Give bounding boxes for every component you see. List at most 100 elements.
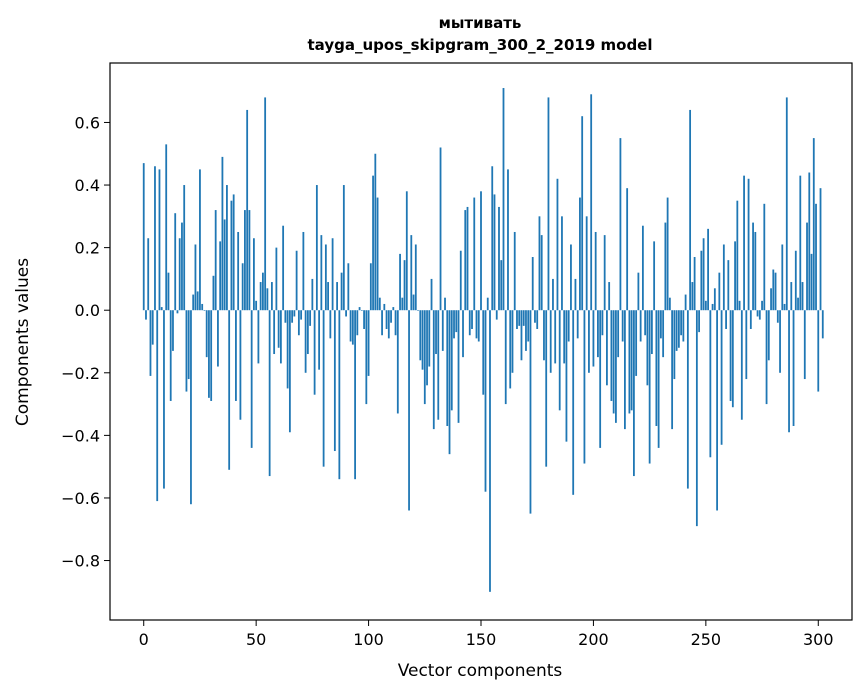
bar — [322, 310, 325, 467]
bar — [621, 310, 624, 342]
bar — [255, 300, 258, 311]
bar — [734, 241, 736, 311]
bar — [615, 310, 617, 423]
bar — [293, 310, 296, 317]
bar — [819, 188, 822, 311]
bar — [253, 238, 255, 311]
bar — [399, 253, 401, 311]
bar — [446, 310, 449, 426]
bar — [572, 310, 575, 495]
bar — [421, 310, 424, 370]
bar — [722, 244, 725, 311]
bar — [457, 310, 460, 423]
bar — [554, 310, 557, 364]
bar — [270, 282, 273, 311]
bar — [324, 244, 327, 311]
y-axis-label: Components values — [13, 258, 33, 426]
bar — [315, 185, 318, 311]
bar — [430, 278, 433, 311]
bar — [718, 272, 721, 311]
chart-title: мытивать — [439, 14, 522, 32]
bar — [691, 282, 694, 311]
bar — [689, 109, 692, 311]
bar — [765, 310, 768, 405]
bar — [531, 257, 534, 311]
bar — [486, 297, 489, 311]
bar — [511, 310, 514, 373]
bar — [403, 260, 406, 311]
y-tick-label: −0.6 — [61, 489, 100, 508]
bar — [475, 310, 478, 339]
bar — [356, 310, 359, 336]
bar — [268, 310, 271, 477]
bar — [349, 310, 352, 342]
bar — [187, 310, 190, 380]
bar — [214, 210, 217, 311]
x-axis-ticks: 0 50 100 150 200 250 300 — [139, 620, 834, 649]
bar — [464, 210, 467, 311]
bar — [392, 307, 395, 311]
bar — [738, 300, 741, 311]
bar — [682, 310, 685, 342]
bar — [729, 310, 732, 401]
bar — [495, 310, 498, 320]
bar — [720, 310, 723, 445]
bar — [794, 250, 797, 311]
plot-frame — [109, 62, 853, 621]
bar — [536, 310, 539, 329]
bar — [797, 297, 799, 311]
bar — [408, 310, 410, 511]
bar — [230, 200, 233, 311]
x-tick-label: 200 — [578, 630, 609, 649]
bar — [619, 138, 622, 311]
bar — [630, 310, 633, 411]
bar — [565, 310, 568, 442]
bar — [347, 263, 350, 311]
bar — [329, 310, 332, 339]
bar — [677, 310, 680, 348]
bar — [700, 250, 703, 311]
bar — [428, 310, 431, 367]
bar — [217, 310, 219, 367]
bar — [561, 216, 563, 311]
bar — [282, 225, 285, 311]
bar — [480, 191, 482, 311]
bar — [441, 310, 444, 351]
bar — [363, 310, 365, 329]
bar — [306, 310, 309, 355]
bar — [641, 225, 644, 311]
bar — [477, 310, 480, 342]
x-tick-label: 300 — [803, 630, 834, 649]
bar — [716, 310, 718, 511]
bar — [165, 144, 168, 311]
bar — [772, 269, 775, 311]
bar — [599, 310, 602, 448]
bar — [466, 206, 469, 311]
x-axis-label: Vector components — [398, 661, 563, 681]
bar — [597, 310, 599, 358]
bar — [462, 310, 464, 358]
bar — [169, 310, 172, 401]
bar — [390, 310, 392, 323]
bar — [803, 310, 806, 380]
bar — [711, 303, 714, 311]
bar — [205, 310, 208, 358]
bar — [394, 310, 397, 336]
bar — [806, 222, 808, 311]
bar — [788, 310, 790, 433]
bar — [295, 250, 298, 311]
bar — [360, 310, 363, 311]
bar — [686, 310, 689, 489]
bar — [608, 282, 611, 311]
bar — [412, 294, 415, 311]
bar — [471, 310, 473, 329]
bar — [484, 310, 487, 492]
bar — [410, 235, 413, 311]
bar — [522, 310, 525, 326]
bar — [790, 282, 793, 311]
bar — [747, 178, 750, 311]
bar — [821, 310, 824, 339]
bar — [648, 310, 651, 464]
bar — [300, 310, 303, 320]
